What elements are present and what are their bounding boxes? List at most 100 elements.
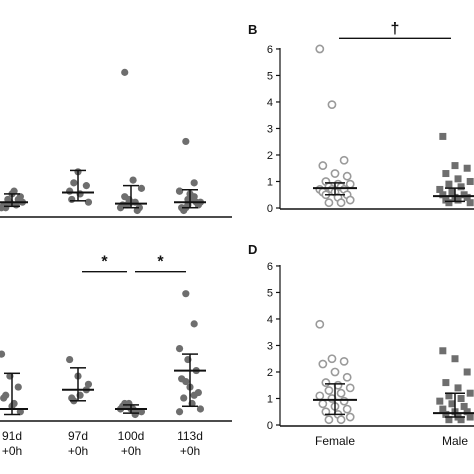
data-point: [316, 45, 323, 52]
data-point: [325, 199, 332, 206]
significance-marker: *: [157, 254, 164, 271]
significance-marker: †: [391, 20, 400, 37]
category-label: +0h: [180, 444, 200, 458]
y-tick-label: 6: [267, 44, 273, 56]
data-point: [341, 358, 348, 365]
y-tick-label: 3: [267, 123, 273, 135]
data-point: [458, 183, 465, 190]
y-tick-label: 0: [267, 203, 273, 215]
data-point: [439, 347, 446, 354]
data-point: [347, 181, 354, 188]
data-point: [467, 390, 474, 397]
data-point: [2, 204, 9, 211]
data-point: [467, 199, 474, 206]
data-point: [85, 381, 92, 388]
data-point: [83, 182, 90, 189]
data-point: [337, 199, 344, 206]
data-point: [445, 181, 452, 188]
category-label: +0h: [121, 444, 141, 458]
data-point: [467, 414, 474, 421]
data-point: [85, 199, 92, 206]
data-point: [68, 196, 75, 203]
data-point: [121, 193, 128, 200]
y-tick-label: 4: [267, 97, 273, 109]
data-point: [322, 379, 329, 386]
data-point: [319, 162, 326, 169]
data-point: [331, 170, 338, 177]
data-point: [436, 398, 443, 405]
data-point: [337, 390, 344, 397]
data-point: [319, 360, 326, 367]
y-tick-label: 6: [267, 261, 273, 273]
data-point: [176, 408, 183, 415]
data-point: [445, 199, 452, 206]
panel-d: D 0 1 2 3 4 5 6 Female Male: [248, 242, 474, 448]
data-point: [442, 379, 449, 386]
data-point: [176, 188, 183, 195]
significance-marker: *: [101, 254, 108, 271]
category-label: 91d: [2, 429, 22, 443]
data-point: [176, 345, 183, 352]
panel-b: B 0 1 2 3 4 5 6 †: [248, 20, 474, 215]
data-point: [0, 350, 5, 357]
data-point: [182, 138, 189, 145]
data-point: [344, 405, 351, 412]
data-point: [328, 355, 335, 362]
data-point: [70, 179, 77, 186]
y-tick-label: 3: [267, 340, 273, 352]
data-point: [66, 188, 73, 195]
category-label: 113d: [177, 429, 203, 443]
data-point: [325, 387, 332, 394]
data-point: [15, 383, 22, 390]
data-point: [316, 321, 323, 328]
category-label: +0h: [68, 444, 88, 458]
y-tick-label: 1: [267, 176, 273, 188]
data-point: [347, 196, 354, 203]
category-label: Female: [315, 434, 355, 448]
y-tick-label: 5: [267, 70, 273, 82]
data-point: [191, 392, 198, 399]
y-tick-label: 0: [267, 420, 273, 432]
data-point: [328, 101, 335, 108]
category-label: 97d: [68, 429, 88, 443]
data-point: [191, 179, 198, 186]
data-point: [452, 162, 459, 169]
data-point: [331, 368, 338, 375]
data-point: [344, 374, 351, 381]
data-point: [458, 395, 465, 402]
data-point: [452, 355, 459, 362]
data-point: [341, 398, 348, 405]
data-point: [337, 416, 344, 423]
data-point: [344, 173, 351, 180]
data-point: [347, 413, 354, 420]
data-point: [191, 193, 198, 200]
data-point: [2, 392, 9, 399]
y-tick-label: 1: [267, 393, 273, 405]
data-point: [319, 400, 326, 407]
data-point: [182, 378, 189, 385]
y-tick-label: 4: [267, 314, 273, 326]
data-point: [129, 176, 136, 183]
data-point: [325, 416, 332, 423]
y-tick-label: 2: [267, 367, 273, 379]
data-point: [442, 170, 449, 177]
data-point: [182, 290, 189, 297]
panel-label: B: [248, 22, 257, 37]
data-point: [121, 69, 128, 76]
category-label: Male: [442, 434, 468, 448]
category-label: 100d: [118, 429, 145, 443]
data-point: [180, 394, 187, 401]
y-tick-label: 2: [267, 150, 273, 162]
panel-a: [0, 69, 232, 217]
data-point: [341, 157, 348, 164]
data-point: [464, 368, 471, 375]
data-point: [316, 392, 323, 399]
y-tick-label: 5: [267, 287, 273, 299]
data-point: [455, 384, 462, 391]
data-point: [467, 178, 474, 185]
panel-label: D: [248, 242, 257, 257]
data-point: [66, 356, 73, 363]
category-label: +0h: [2, 444, 22, 458]
data-point: [464, 165, 471, 172]
